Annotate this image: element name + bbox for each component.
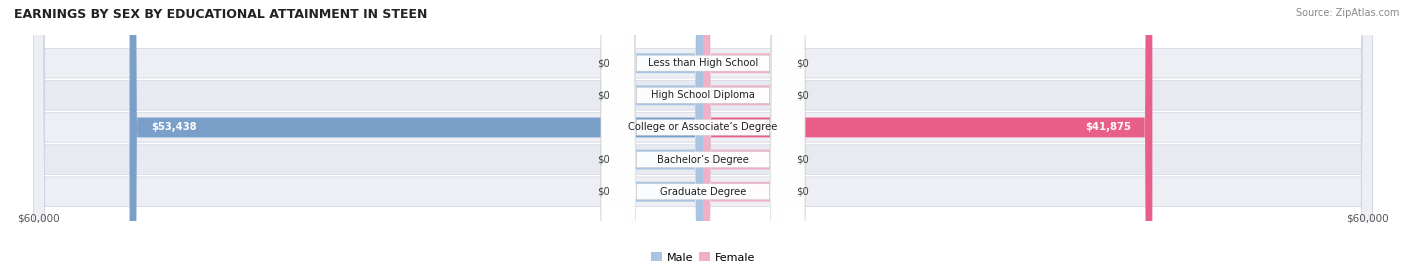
FancyBboxPatch shape — [703, 0, 783, 269]
Text: $0: $0 — [598, 58, 610, 68]
Text: $60,000: $60,000 — [17, 213, 60, 223]
Text: $0: $0 — [598, 155, 610, 165]
Text: $53,438: $53,438 — [150, 122, 197, 132]
Text: $0: $0 — [598, 90, 610, 100]
Text: $0: $0 — [796, 155, 808, 165]
Text: $0: $0 — [598, 187, 610, 197]
Text: College or Associate’s Degree: College or Associate’s Degree — [628, 122, 778, 132]
Text: $0: $0 — [796, 187, 808, 197]
FancyBboxPatch shape — [623, 0, 703, 269]
Text: $60,000: $60,000 — [1346, 213, 1389, 223]
Text: $0: $0 — [796, 90, 808, 100]
FancyBboxPatch shape — [129, 0, 703, 269]
FancyBboxPatch shape — [703, 0, 1153, 269]
FancyBboxPatch shape — [34, 0, 1372, 269]
FancyBboxPatch shape — [34, 0, 1372, 269]
FancyBboxPatch shape — [600, 0, 806, 269]
FancyBboxPatch shape — [703, 0, 783, 269]
FancyBboxPatch shape — [600, 0, 806, 269]
FancyBboxPatch shape — [600, 0, 806, 269]
Legend: Male, Female: Male, Female — [647, 248, 759, 267]
FancyBboxPatch shape — [34, 0, 1372, 269]
FancyBboxPatch shape — [600, 0, 806, 269]
FancyBboxPatch shape — [703, 0, 783, 269]
FancyBboxPatch shape — [623, 0, 703, 269]
Text: Source: ZipAtlas.com: Source: ZipAtlas.com — [1295, 8, 1399, 18]
Text: $41,875: $41,875 — [1085, 122, 1130, 132]
FancyBboxPatch shape — [623, 0, 703, 269]
FancyBboxPatch shape — [34, 0, 1372, 269]
FancyBboxPatch shape — [623, 0, 703, 269]
Text: Less than High School: Less than High School — [648, 58, 758, 68]
FancyBboxPatch shape — [34, 0, 1372, 269]
Text: Bachelor’s Degree: Bachelor’s Degree — [657, 155, 749, 165]
FancyBboxPatch shape — [703, 0, 783, 269]
Text: $0: $0 — [796, 58, 808, 68]
Text: High School Diploma: High School Diploma — [651, 90, 755, 100]
Text: EARNINGS BY SEX BY EDUCATIONAL ATTAINMENT IN STEEN: EARNINGS BY SEX BY EDUCATIONAL ATTAINMEN… — [14, 8, 427, 21]
FancyBboxPatch shape — [600, 0, 806, 269]
Text: Graduate Degree: Graduate Degree — [659, 187, 747, 197]
